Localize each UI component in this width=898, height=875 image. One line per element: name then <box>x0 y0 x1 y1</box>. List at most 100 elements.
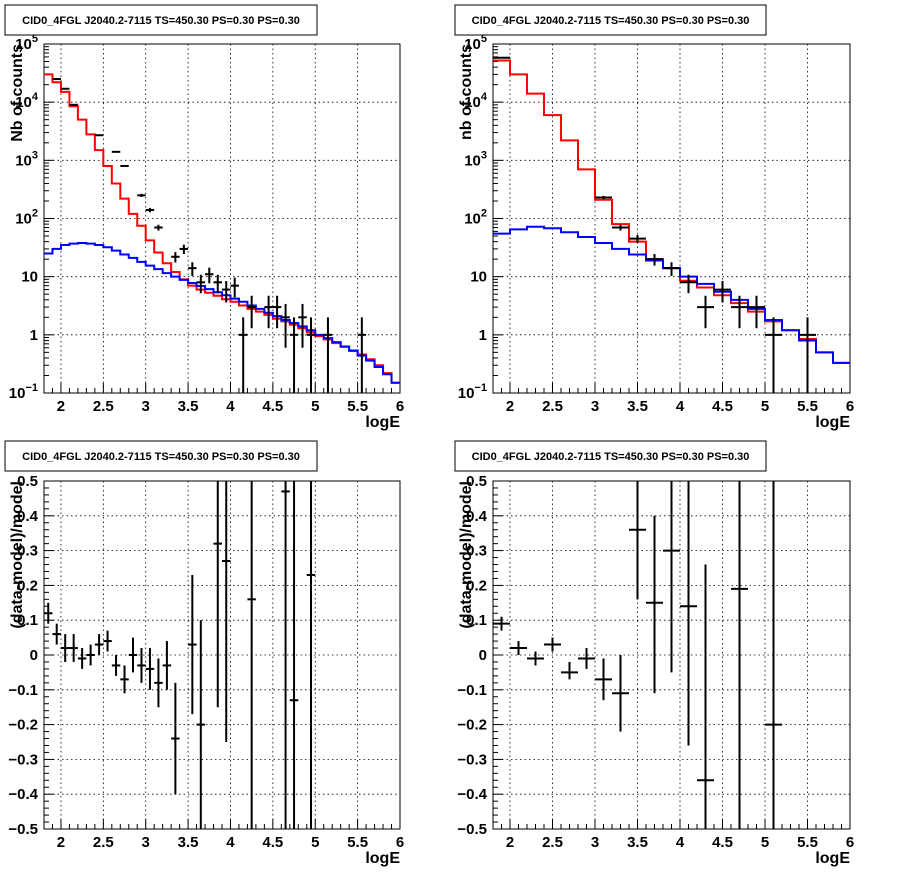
x-tick-label: 3 <box>591 834 599 851</box>
x-tick-label: 5.5 <box>347 834 368 851</box>
data-point <box>145 207 155 213</box>
data-point <box>196 274 206 294</box>
y-tick-label: 105 <box>464 33 487 53</box>
data-point <box>663 262 680 276</box>
x-tick-label: 5.5 <box>797 398 818 415</box>
x-tick-label: 5.5 <box>347 398 368 415</box>
x-axis-label: logE <box>365 850 400 867</box>
data-point <box>612 655 629 732</box>
data-point <box>697 564 714 829</box>
data-point <box>44 602 53 624</box>
data-point <box>612 224 629 231</box>
data-point <box>103 630 112 652</box>
y-tick-label: −0.4 <box>457 786 487 803</box>
y-tick-label: 105 <box>15 33 38 53</box>
y-tick-label: 10−1 <box>9 382 38 402</box>
y-axis-label: Nb of counts <box>9 44 26 142</box>
y-tick-label: 0.5 <box>17 473 38 490</box>
chart-panel-2: 2 2.5 3 3.5 4 4.5 5 5.5 6 10−1 1 10 102 103 104 105 logE… <box>454 4 854 431</box>
y-axis-label: (data-model)/model <box>9 481 26 629</box>
data-point <box>493 616 510 631</box>
y-tick-label: 10−1 <box>458 382 487 402</box>
data-point <box>238 317 248 393</box>
y-tick-label: 0 <box>479 647 487 664</box>
y-tick-label: 1 <box>479 327 487 344</box>
data-point <box>69 634 78 662</box>
x-tick-label: 6 <box>846 398 854 415</box>
y-tick-label: 0.3 <box>17 543 38 560</box>
data-point <box>306 481 316 829</box>
data-point <box>680 274 697 294</box>
x-axis-label: logE <box>365 414 400 431</box>
y-tick-label: 102 <box>464 208 487 228</box>
title-box <box>454 4 767 36</box>
data-point <box>646 254 663 266</box>
y-tick-label: −0.2 <box>457 717 487 734</box>
data-point <box>629 481 646 600</box>
x-tick-label: 4 <box>226 834 235 851</box>
x-tick-label: 6 <box>846 834 854 851</box>
y-tick-label: −0.5 <box>8 821 38 838</box>
x-tick-label: 4.5 <box>262 834 283 851</box>
data-point <box>247 295 256 329</box>
x-tick-label: 3 <box>591 398 599 415</box>
data-point <box>52 623 61 645</box>
x-tick-label: 6 <box>396 398 404 415</box>
data-point <box>205 267 214 284</box>
data-point <box>799 317 816 393</box>
y-tick-label: 0.1 <box>466 612 487 629</box>
y-tick-label: −0.1 <box>8 682 38 699</box>
y-tick-label: 104 <box>464 91 488 111</box>
x-tick-label: 2.5 <box>93 398 114 415</box>
data-point <box>595 658 612 701</box>
data-point <box>188 262 197 276</box>
data-point <box>544 637 561 652</box>
y-tick-label: 0.4 <box>466 508 488 525</box>
data-point <box>137 648 146 683</box>
data-point <box>527 651 544 666</box>
title-box <box>4 4 318 36</box>
y-tick-label: −0.1 <box>457 682 487 699</box>
data-point <box>154 658 163 708</box>
data-point <box>765 481 782 829</box>
x-tick-label: 2 <box>506 398 514 415</box>
y-tick-label: 0.3 <box>466 543 487 560</box>
data-point <box>748 295 765 329</box>
data-point <box>196 620 206 829</box>
data-point <box>731 481 748 829</box>
x-tick-label: 2 <box>506 834 514 851</box>
x-tick-label: 3.5 <box>178 834 199 851</box>
x-tick-label: 4.5 <box>712 834 733 851</box>
x-tick-label: 3 <box>142 834 150 851</box>
x-tick-label: 3 <box>142 398 150 415</box>
data-point <box>646 515 663 694</box>
x-tick-label: 5 <box>311 398 319 415</box>
data-point <box>289 317 299 393</box>
model-series-2 <box>44 241 400 384</box>
data-point <box>162 641 172 690</box>
y-tick-label: −0.2 <box>8 717 38 734</box>
y-tick-label: −0.3 <box>8 751 38 768</box>
chart-title: CID0_4FGL J2040.2-7115 TS=450.30 PS=0.30… <box>22 15 300 27</box>
x-tick-label: 3.5 <box>627 834 648 851</box>
data-point <box>306 317 316 393</box>
data-point <box>120 164 129 167</box>
data-point <box>272 295 282 329</box>
x-tick-label: 2.5 <box>93 834 114 851</box>
data-point <box>69 103 78 106</box>
data-point <box>264 295 273 329</box>
x-tick-label: 4 <box>676 834 685 851</box>
data-point <box>697 295 714 329</box>
data-point <box>510 641 527 655</box>
data-point <box>289 481 299 829</box>
y-tick-label: −0.4 <box>8 786 38 803</box>
chart-title: CID0_4FGL J2040.2-7115 TS=450.30 PS=0.30… <box>22 451 300 463</box>
chart-panel-3: 2 2.5 3 3.5 4 4.5 5 5.5 6 −0.5 −0.4 −0.3 −0.2 −0.1 0 0.… <box>4 440 404 867</box>
y-tick-label: 0.2 <box>17 577 38 594</box>
y-axis-label: (data-model)/model <box>458 481 475 629</box>
x-tick-label: 6 <box>396 834 404 851</box>
data-point <box>578 648 595 669</box>
x-tick-label: 3.5 <box>178 398 199 415</box>
y-tick-label: 103 <box>464 149 487 169</box>
